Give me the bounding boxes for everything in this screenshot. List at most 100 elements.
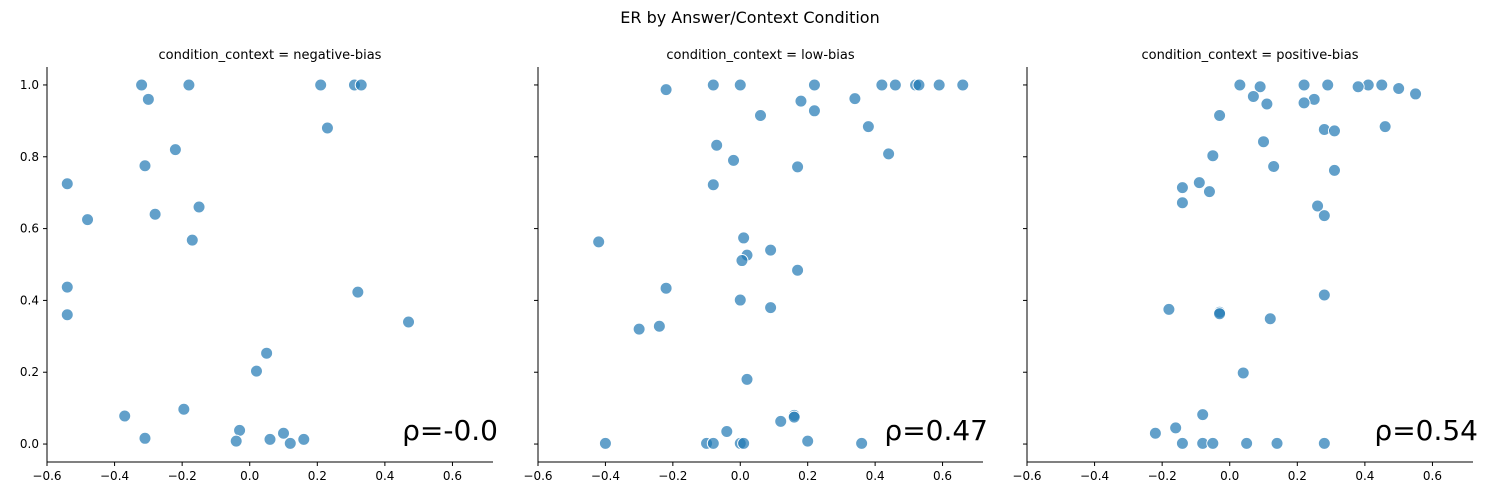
- rho-annotation: ρ=-0.0: [402, 414, 498, 447]
- data-point: [956, 78, 970, 92]
- data-point: [727, 153, 741, 167]
- data-point: [1297, 96, 1311, 110]
- data-point: [118, 409, 132, 423]
- x-tick-label: −0.2: [1148, 469, 1177, 483]
- panel-title: condition_context = positive-bias: [1141, 48, 1358, 63]
- data-point: [320, 121, 334, 135]
- data-point: [351, 285, 365, 299]
- data-point: [1169, 421, 1183, 435]
- data-point: [1321, 78, 1335, 92]
- data-point: [740, 372, 754, 386]
- data-point: [659, 83, 673, 97]
- data-point: [1375, 78, 1389, 92]
- data-point: [848, 92, 862, 106]
- data-point: [598, 436, 612, 450]
- y-tick-label: 0.6: [20, 222, 39, 236]
- data-point: [135, 78, 149, 92]
- x-tick-label: 0.0: [240, 469, 259, 483]
- x-tick-label: 0.2: [798, 469, 817, 483]
- data-point: [1236, 366, 1250, 380]
- data-point: [1311, 199, 1325, 213]
- x-tick-label: −0.2: [658, 469, 687, 483]
- data-point: [737, 231, 751, 245]
- data-point: [402, 315, 416, 329]
- data-point: [735, 254, 749, 268]
- data-point: [1148, 426, 1162, 440]
- data-point: [81, 213, 95, 227]
- x-tick-label: 0.0: [731, 469, 750, 483]
- data-point: [1246, 89, 1260, 103]
- data-point: [1260, 97, 1274, 111]
- data-point: [733, 78, 747, 92]
- x-tick-label: −0.4: [1080, 469, 1109, 483]
- data-point: [652, 319, 666, 333]
- data-point: [1267, 159, 1281, 173]
- data-point: [60, 308, 74, 322]
- data-point: [1378, 120, 1392, 134]
- data-point: [720, 424, 734, 438]
- data-point: [632, 322, 646, 336]
- data-point: [233, 423, 247, 437]
- data-point: [354, 78, 368, 92]
- data-point: [1213, 108, 1227, 122]
- data-point: [1263, 312, 1277, 326]
- data-point: [1253, 80, 1267, 94]
- x-tick-label: −0.2: [168, 469, 197, 483]
- data-point: [185, 233, 199, 247]
- y-tick-label: 0.2: [20, 365, 39, 379]
- data-point: [263, 432, 277, 446]
- data-point: [1317, 436, 1331, 450]
- data-point: [791, 160, 805, 174]
- data-point: [787, 410, 801, 424]
- data-point: [1196, 408, 1210, 422]
- rho-annotation: ρ=0.54: [1374, 414, 1478, 447]
- data-point: [277, 426, 291, 440]
- data-point: [706, 78, 720, 92]
- panel-positive-bias: condition_context = positive-bias −0.6 −0.…: [1012, 48, 1478, 483]
- data-point: [177, 402, 191, 416]
- data-point: [659, 281, 673, 295]
- data-point: [283, 436, 297, 450]
- data-point: [764, 301, 778, 315]
- data-point: [888, 78, 902, 92]
- y-tick-label: 0.4: [20, 293, 39, 307]
- data-point: [141, 92, 155, 106]
- data-point: [764, 243, 778, 257]
- panel-title: condition_context = low-bias: [666, 48, 854, 63]
- data-point: [737, 436, 751, 450]
- x-tick-label: 0.4: [375, 469, 394, 483]
- data-point: [882, 147, 896, 161]
- x-tick-label: 0.4: [1355, 469, 1374, 483]
- data-point: [1192, 176, 1206, 190]
- data-point: [912, 78, 926, 92]
- data-point: [148, 207, 162, 221]
- x-tick-label: 0.6: [443, 469, 462, 483]
- x-tick-label: −0.6: [32, 469, 61, 483]
- data-point: [314, 78, 328, 92]
- data-point: [60, 280, 74, 294]
- data-point: [138, 159, 152, 173]
- data-point: [1175, 196, 1189, 210]
- data-point: [794, 94, 808, 108]
- data-point: [182, 78, 196, 92]
- data-point: [260, 346, 274, 360]
- data-point: [801, 434, 815, 448]
- x-tick-label: −0.6: [523, 469, 552, 483]
- data-point: [706, 178, 720, 192]
- data-point: [229, 434, 243, 448]
- data-point: [855, 436, 869, 450]
- data-point: [1317, 209, 1331, 223]
- panel-negative-bias: condition_context = negative-bias −0.6 −0.…: [20, 48, 498, 483]
- data-point: [1270, 436, 1284, 450]
- data-point: [1175, 436, 1189, 450]
- rho-annotation: ρ=0.47: [884, 414, 988, 447]
- x-tick-label: 0.6: [933, 469, 952, 483]
- data-point: [1233, 78, 1247, 92]
- x-tick-label: −0.4: [100, 469, 129, 483]
- y-tick-label: 0.8: [20, 150, 39, 164]
- data-point: [807, 78, 821, 92]
- data-point: [1162, 302, 1176, 316]
- data-point: [1327, 124, 1341, 138]
- data-point: [168, 143, 182, 157]
